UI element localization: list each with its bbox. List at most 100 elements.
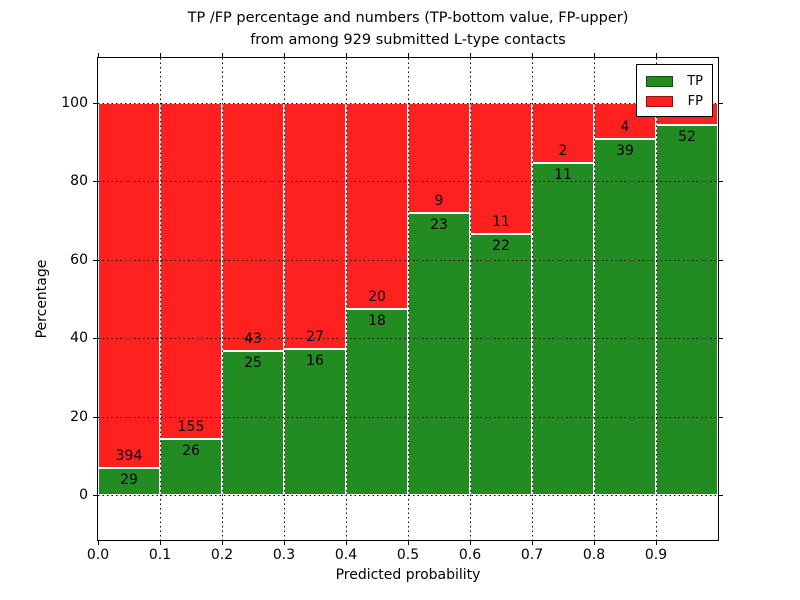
plot-area: TP FP 29 394 26 155 25 43 16 27 18 20 23 9 22 11 11 2 39… <box>61 53 723 563</box>
x-tick-label: 0.3 <box>272 547 296 563</box>
x-tick-label: 0.6 <box>458 547 482 563</box>
y-tick-mark-right <box>718 259 723 261</box>
x-tick-mark <box>98 540 99 545</box>
x-tick-mark-top <box>594 53 595 58</box>
x-tick-mark <box>222 540 223 545</box>
chart-title-line-1: TP /FP percentage and numbers (TP-bottom… <box>187 10 629 26</box>
bar-label-fp: 27 <box>306 329 324 346</box>
bar-label-tp: 39 <box>616 143 634 160</box>
x-tick-mark-top <box>408 53 409 58</box>
bar-segment-fp <box>160 103 222 439</box>
x-gridline <box>408 58 409 540</box>
y-tick-label: 0 <box>79 487 88 503</box>
x-tick-mark-top <box>98 53 99 58</box>
x-tick-label: 0.9 <box>644 547 668 563</box>
bar-segment-fp <box>222 103 284 351</box>
bar-label-fp: 11 <box>492 213 510 230</box>
bar-label-tp: 29 <box>120 471 138 488</box>
x-tick-mark <box>656 540 657 545</box>
bar-label-tp: 16 <box>306 353 324 370</box>
bar-label-fp: 43 <box>244 330 262 347</box>
y-tick-label: 40 <box>70 330 88 347</box>
x-tick-mark <box>346 540 347 545</box>
bar-label-tp: 11 <box>554 167 572 184</box>
x-gridline <box>594 58 595 540</box>
x-tick-mark <box>160 540 161 545</box>
chart-title-line-2: from among 929 submitted L-type contacts <box>250 32 566 48</box>
y-tick-mark <box>93 181 98 183</box>
fp-color-swatch <box>646 95 673 107</box>
x-tick-label: 0.0 <box>86 547 110 563</box>
bar-label-tp: 23 <box>430 217 448 234</box>
bar-label-fp: 394 <box>115 447 143 464</box>
y-tick-mark-right <box>718 181 723 183</box>
bar-label-tp: 25 <box>244 354 262 371</box>
bar-segment-tp <box>656 124 718 495</box>
bar-label-tp: 26 <box>182 442 200 459</box>
y-tick-mark <box>93 338 98 340</box>
x-gridline <box>470 58 471 540</box>
legend: TP FP <box>636 64 713 117</box>
x-gridline <box>532 58 533 540</box>
legend-entry-fp: FP <box>646 91 703 111</box>
bar-segment-tp <box>532 163 594 495</box>
bar-label-tp: 52 <box>678 128 696 145</box>
y-tick-mark-right <box>718 495 723 496</box>
y-tick-mark <box>93 416 98 418</box>
bar-segment-tp <box>470 233 532 495</box>
legend-label-tp: TP <box>687 73 703 89</box>
x-tick-label: 0.4 <box>334 547 358 563</box>
bar-label-tp: 22 <box>492 237 510 254</box>
bar-segment-tp <box>284 349 346 495</box>
x-tick-mark <box>594 540 595 545</box>
x-tick-mark <box>532 540 533 545</box>
bar-segment-tp <box>98 467 160 495</box>
legend-label-fp: FP <box>687 93 703 109</box>
x-gridline <box>656 58 657 540</box>
x-tick-mark-top <box>284 53 285 58</box>
y-tick-mark <box>93 495 98 496</box>
x-gridline <box>346 58 347 540</box>
y-tick-mark <box>93 259 98 261</box>
x-tick-mark-top <box>346 53 347 58</box>
legend-entry-tp: TP <box>646 71 703 91</box>
bar-label-fp: 155 <box>177 418 205 435</box>
x-tick-mark-top <box>532 53 533 58</box>
bar-segment-tp <box>594 139 656 495</box>
y-tick-label: 20 <box>70 408 88 425</box>
bar-label-fp: 9 <box>434 193 444 210</box>
x-tick-label: 0.5 <box>396 547 420 563</box>
x-tick-label: 0.7 <box>520 547 544 563</box>
bar-segment-fp <box>408 103 470 214</box>
bar-segment-tp <box>222 350 284 495</box>
x-gridline <box>284 58 285 540</box>
bar-segment-tp <box>346 309 408 495</box>
tp-color-swatch <box>646 75 673 87</box>
x-tick-mark <box>284 540 285 545</box>
y-tick-label: 80 <box>70 173 88 190</box>
x-tick-label: 0.1 <box>148 547 172 563</box>
x-tick-mark-top <box>222 53 223 58</box>
bar-segment-fp <box>98 103 160 468</box>
x-tick-mark <box>408 540 409 545</box>
y-tick-label: 60 <box>70 251 88 268</box>
y-tick-mark-right <box>718 416 723 418</box>
y-tick-label: 100 <box>61 95 88 111</box>
bar-segment-tp <box>408 213 470 495</box>
y-tick-mark <box>93 103 98 104</box>
bar-label-tp: 18 <box>368 313 386 330</box>
x-tick-mark <box>470 540 471 545</box>
y-tick-mark-right <box>718 338 723 340</box>
bar-label-fp: 20 <box>368 289 386 306</box>
chart-title: TP /FP percentage and numbers (TP-bottom… <box>98 7 718 51</box>
x-tick-label: 0.8 <box>582 547 606 563</box>
x-tick-mark-top <box>160 53 161 58</box>
x-gridline <box>222 58 223 540</box>
x-gridline <box>160 58 161 540</box>
x-tick-label: 0.2 <box>210 547 234 563</box>
bar-label-fp: 4 <box>620 119 630 136</box>
y-tick-mark-right <box>718 103 723 104</box>
bar-segment-fp <box>346 103 408 310</box>
y-axis-label: Percentage <box>34 259 50 339</box>
